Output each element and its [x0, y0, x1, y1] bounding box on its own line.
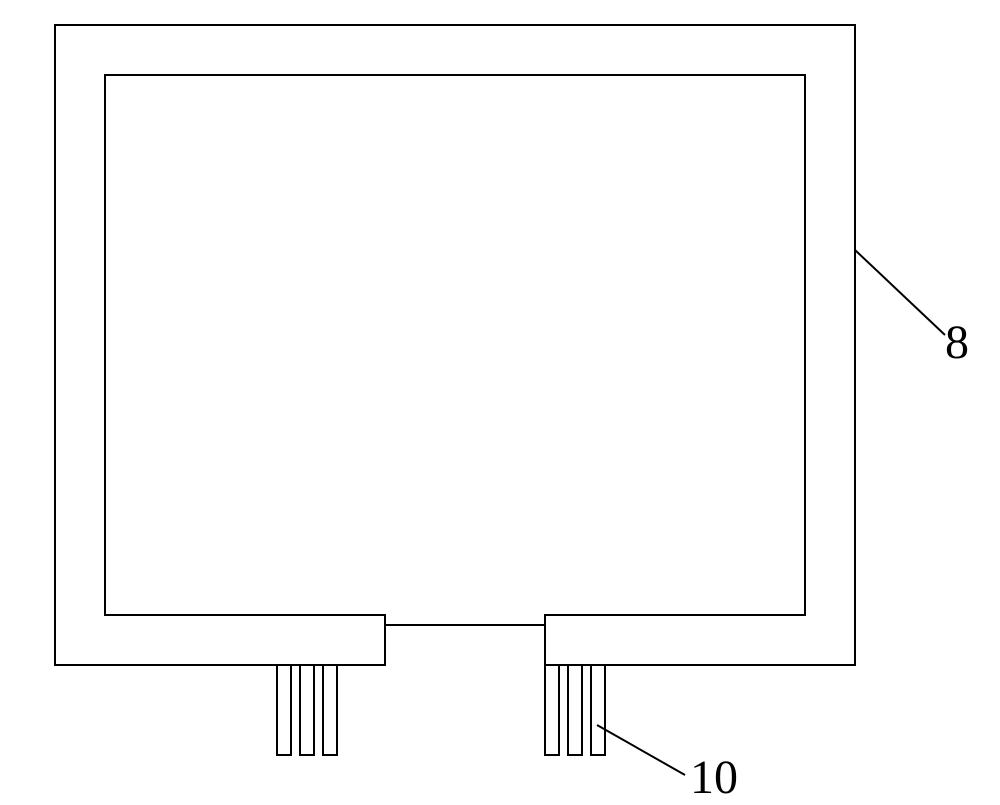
diagram-svg [0, 0, 1000, 791]
diagram-canvas: 8 10 [0, 0, 1000, 791]
pin-left-2 [323, 665, 337, 755]
outer-frame [55, 25, 855, 665]
leader-8 [855, 250, 945, 335]
inner-frame [105, 75, 805, 625]
callout-label-10: 10 [690, 750, 738, 805]
pin-right-2 [591, 665, 605, 755]
leader-10 [597, 725, 685, 775]
pin-right-0 [545, 665, 559, 755]
pin-right-1 [568, 665, 582, 755]
pin-left-1 [300, 665, 314, 755]
callout-label-8: 8 [945, 315, 969, 370]
pin-left-0 [277, 665, 291, 755]
